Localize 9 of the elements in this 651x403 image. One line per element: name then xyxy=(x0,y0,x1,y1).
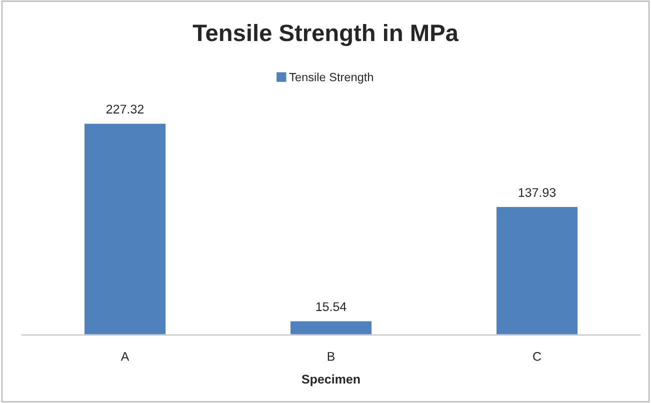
data-label: 137.93 xyxy=(518,188,556,197)
data-label: 227.32 xyxy=(106,104,144,114)
chart-title: Tensile Strength in MPa xyxy=(192,24,459,46)
data-label: 15.54 xyxy=(316,302,346,312)
x-tick-label: B xyxy=(328,352,335,361)
legend-label: Tensile Strength xyxy=(289,72,373,84)
x-tick-label: A xyxy=(120,352,130,361)
x-axis-title: Specimen xyxy=(302,374,360,386)
x-tick-label: C xyxy=(533,352,542,361)
